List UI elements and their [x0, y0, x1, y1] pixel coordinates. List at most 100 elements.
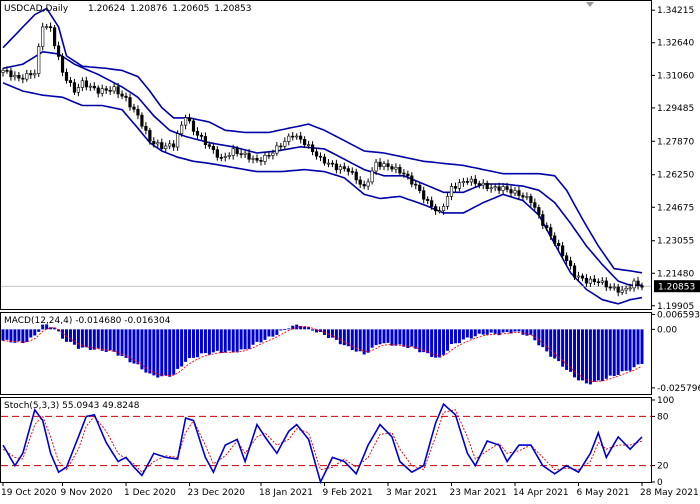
candle	[168, 140, 172, 150]
x-tick-label: 6 May 2021	[576, 488, 629, 498]
candle	[513, 187, 517, 197]
candle	[295, 133, 299, 140]
macd-bar	[33, 329, 37, 336]
candle	[235, 145, 239, 157]
macd-bar	[211, 329, 215, 353]
x-tick-label: 9 Nov 2020	[61, 488, 113, 498]
macd-bar	[374, 329, 378, 346]
macd-bar	[207, 329, 211, 355]
candle	[279, 142, 283, 151]
macd-bar	[632, 329, 636, 368]
macd-bar	[72, 329, 76, 345]
x-tick-label: 9 Feb 2021	[322, 488, 372, 498]
candle	[549, 223, 553, 240]
candle	[608, 283, 612, 291]
macd-bar	[330, 329, 334, 338]
candle	[303, 136, 307, 148]
y-tick-label: 1.31060	[657, 71, 694, 81]
macd-bar	[438, 329, 442, 358]
macd-bar	[509, 329, 513, 334]
macd-bar	[315, 329, 319, 333]
macd-bar	[215, 329, 219, 351]
macd-bar	[255, 329, 259, 342]
macd-bar	[390, 329, 394, 346]
candle	[72, 78, 77, 96]
candle	[505, 182, 509, 193]
macd-bar	[144, 329, 148, 373]
candle	[628, 283, 632, 292]
macd-bar	[45, 324, 49, 330]
y-tick-label: 0	[657, 478, 663, 488]
macd-bar	[21, 329, 25, 344]
candle	[529, 193, 533, 207]
candle	[104, 85, 108, 94]
candle	[620, 285, 624, 296]
macd-bar	[449, 329, 453, 345]
candle	[247, 148, 251, 163]
macd-bar	[61, 329, 65, 339]
macd-bar	[5, 329, 9, 340]
candle	[164, 142, 168, 153]
macd-bar	[477, 329, 481, 334]
candle	[318, 152, 323, 162]
candle	[307, 140, 311, 149]
candle	[124, 92, 128, 102]
candle	[418, 181, 422, 194]
price-panel-frame	[0, 0, 652, 310]
candle	[493, 183, 497, 192]
macd-bar	[334, 329, 338, 340]
candle	[322, 153, 327, 166]
candle	[453, 182, 458, 193]
candle	[231, 144, 235, 160]
macd-bar	[620, 329, 624, 372]
macd-bar	[414, 329, 418, 349]
stoch-label: Stoch(5,3,3) 55.0943 49.8248	[4, 401, 140, 411]
macd-bar	[370, 329, 374, 348]
candle	[382, 160, 386, 171]
macd-bar	[188, 329, 192, 359]
macd-bar	[453, 329, 457, 344]
candle	[64, 68, 69, 84]
candle	[271, 149, 275, 160]
candle	[41, 22, 45, 51]
macd-bar	[291, 325, 295, 330]
candle	[330, 160, 335, 168]
macd-bar	[402, 329, 406, 347]
macd-bar	[565, 329, 569, 370]
candle	[13, 71, 17, 81]
candle	[410, 172, 414, 188]
candle	[358, 176, 362, 188]
candle	[68, 77, 73, 87]
macd-bar	[501, 329, 505, 333]
macd-bar	[219, 329, 223, 354]
macd-bar	[199, 329, 203, 354]
candle	[616, 283, 620, 297]
macd-bar	[104, 329, 108, 352]
candle	[390, 163, 394, 172]
candle	[350, 167, 354, 175]
candle	[219, 153, 223, 162]
candle	[223, 152, 227, 162]
candle	[255, 154, 259, 163]
candle	[430, 196, 434, 210]
macd-bar	[469, 329, 473, 339]
macd-bar	[386, 329, 390, 343]
candle	[449, 183, 454, 201]
macd-bar	[17, 329, 21, 342]
candle	[398, 164, 402, 177]
candle	[481, 179, 485, 190]
macd-bar	[287, 328, 291, 330]
macd-bar	[108, 329, 112, 351]
macd-bar	[57, 329, 61, 332]
stoch-signal-line	[2, 409, 643, 473]
candle	[541, 210, 545, 230]
macd-bar	[112, 329, 116, 352]
candle	[525, 192, 529, 201]
candle	[517, 186, 521, 200]
macd-bar	[1, 329, 5, 341]
shift-marker-icon[interactable]	[586, 2, 594, 7]
macd-bar	[299, 326, 303, 330]
macd-bar	[88, 329, 92, 350]
macd-bar	[192, 329, 196, 358]
